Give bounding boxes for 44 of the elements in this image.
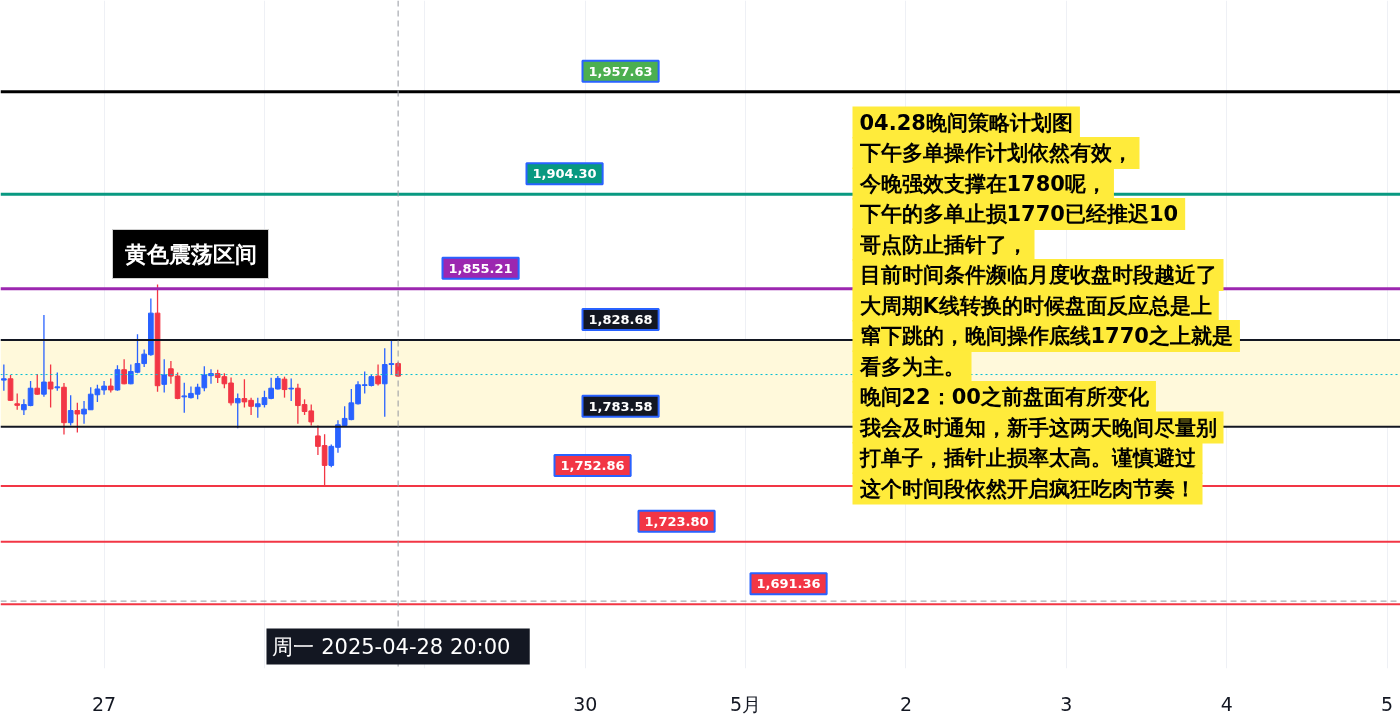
x-tick-label: 27 <box>91 692 117 715</box>
candlestick <box>234 392 241 429</box>
annotation: 这个时间段依然开启疯狂吃肉节奏！ <box>858 476 1196 501</box>
x-tick-label: 5月 <box>730 692 762 715</box>
annotation: 大周期K线转换的时候盘面反应总是上 <box>859 293 1212 318</box>
candlestick <box>41 314 47 398</box>
annotation: 打单子，插针止损率太高。谨慎避过 <box>858 446 1197 470</box>
candlestick <box>121 358 127 386</box>
ref-line-label: 1,828.68 <box>588 311 653 327</box>
ref-line-label: 1,752.86 <box>560 457 625 473</box>
annotation: 目前时间条件濒临月度收盘时段越近了 <box>859 263 1217 287</box>
x-tick-label: 5 <box>1381 692 1394 715</box>
candlestick <box>74 402 81 434</box>
annotation: 今晚强效支撑在1780呢， <box>858 171 1107 196</box>
annotation: 晚间22：00之前盘面有所变化 <box>859 385 1150 409</box>
x-tick-label: 2 <box>899 692 913 715</box>
candlestick <box>1 363 7 392</box>
annotation: 黄色震荡区间 <box>123 241 257 267</box>
x-tick-label: 3 <box>1060 692 1073 715</box>
ref-line-label: 1,904.30 <box>532 166 597 182</box>
annotation: 窜下跳的，晚间操作底线1770之上就是 <box>859 324 1233 348</box>
candlestick <box>375 363 381 387</box>
ref-line-label: 周一 2025-04-28 20:00 <box>272 634 511 659</box>
candlestick <box>47 363 54 409</box>
ref-line-label: 1,723.80 <box>644 513 709 529</box>
annotation: 哥点防止插针了， <box>858 232 1028 257</box>
candlestick <box>114 364 121 392</box>
candlestick <box>54 371 61 392</box>
ref-line-label: 1,783.58 <box>588 398 653 414</box>
ref-line-label: 1,957.63 <box>588 63 653 79</box>
annotation: 我会及时通知，新手这两天晚间尽量别 <box>858 415 1217 440</box>
x-tick-label: 30 <box>573 692 598 715</box>
candlestick <box>288 377 295 402</box>
candlestick <box>161 358 168 394</box>
candlestick <box>34 373 41 396</box>
candlestick <box>7 374 14 402</box>
ref-line-label: 1,691.36 <box>756 576 821 592</box>
annotation: 下午多单操作计划依然有效， <box>858 141 1133 165</box>
annotation: 看多为主。 <box>858 354 965 379</box>
ref-line-label: 1,855.21 <box>448 260 513 276</box>
annotation: 04.28晚间策略计划图 <box>859 110 1073 135</box>
x-tick-label: 4 <box>1220 692 1233 715</box>
annotation: 下午的多单止损1770已经推迟10 <box>858 202 1179 226</box>
candlestick <box>67 394 74 427</box>
